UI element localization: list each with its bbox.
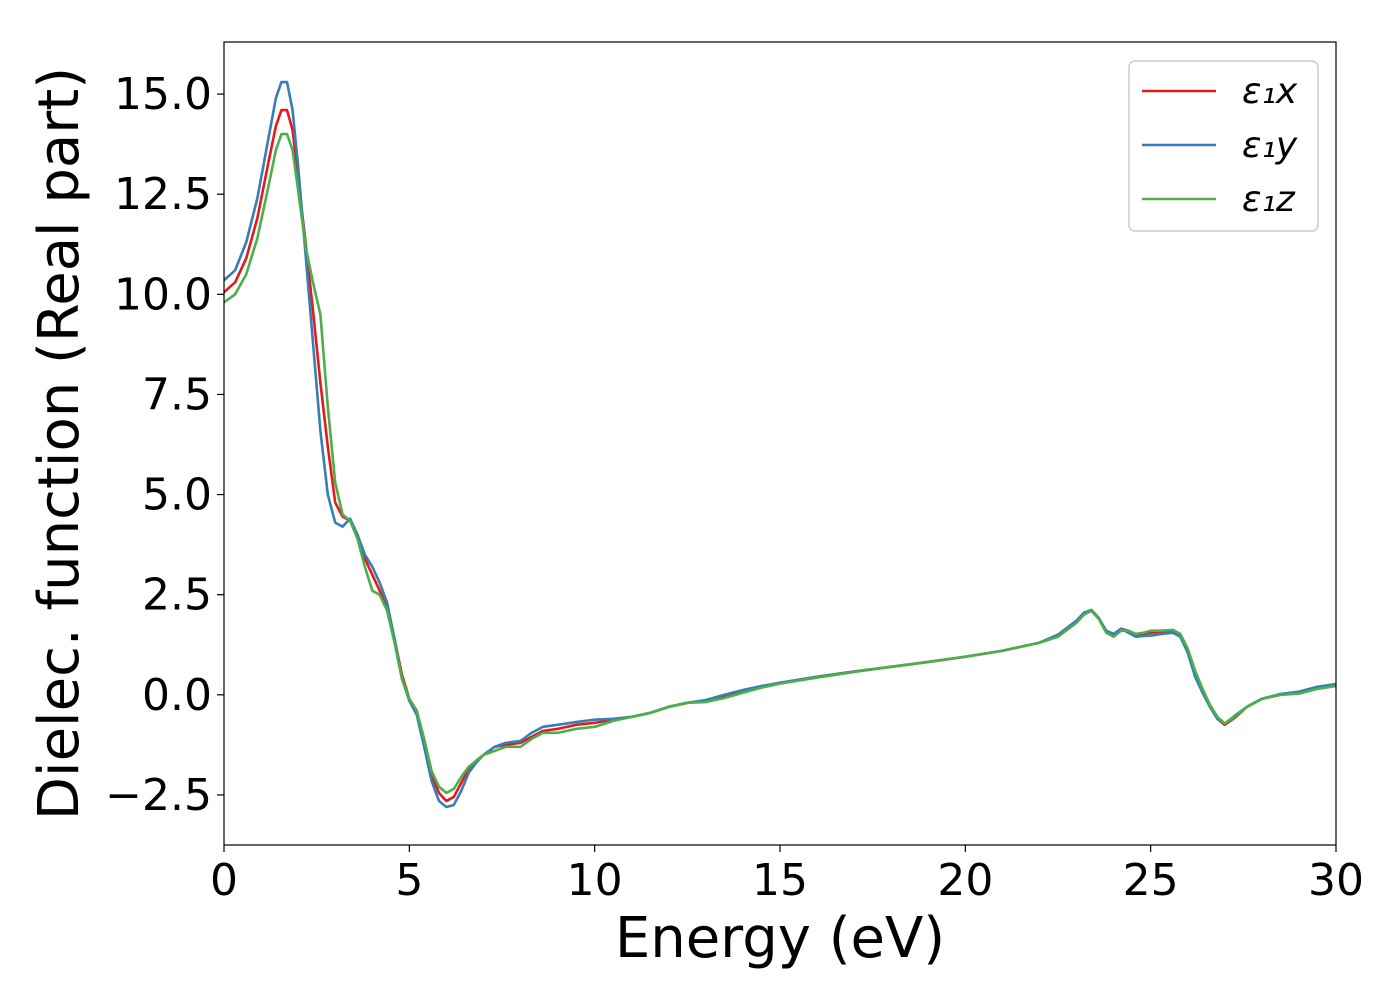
x-tick-label: 20	[937, 855, 993, 906]
series-line-2	[224, 132, 1336, 795]
legend-label-2: ε₁z	[1242, 179, 1296, 220]
legend: ε₁x ε₁y ε₁z	[1128, 60, 1319, 232]
x-axis-title: Energy (eV)	[615, 906, 945, 971]
y-tick-label: 2.5	[142, 570, 212, 621]
y-tick-label: 10.0	[114, 269, 212, 320]
x-tick-label: 30	[1308, 855, 1364, 906]
series-layer	[224, 80, 1336, 809]
y-tick-label: 7.5	[142, 369, 212, 420]
legend-box	[1128, 60, 1319, 232]
x-tick-label: 0	[210, 855, 238, 906]
y-tick-label: 5.0	[142, 470, 212, 521]
y-tick-label: 0.0	[142, 670, 212, 721]
x-tick-label: 25	[1123, 855, 1179, 906]
y-tick-label: −2.5	[105, 770, 212, 821]
y-axis-title: Dielec. function (Real part)	[27, 67, 92, 820]
legend-label-0: ε₁x	[1242, 71, 1298, 112]
legend-label-1: ε₁y	[1242, 125, 1298, 166]
ticks-layer: 0 5 10 15 20 25 30 −2.5 0.0 2.5 5.0 7.5 10.0 12.5 15.0	[105, 69, 1364, 906]
y-tick-label: 15.0	[114, 69, 212, 120]
x-tick-label: 15	[752, 855, 808, 906]
y-tick-label: 12.5	[114, 169, 212, 220]
x-tick-label: 10	[567, 855, 623, 906]
x-tick-label: 5	[395, 855, 423, 906]
